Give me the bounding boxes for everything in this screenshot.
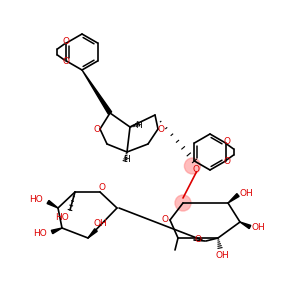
Text: OH: OH (251, 224, 265, 232)
Text: O: O (194, 236, 202, 244)
Text: O: O (223, 137, 230, 146)
Text: H: H (123, 155, 129, 164)
Circle shape (175, 195, 191, 211)
Polygon shape (47, 200, 58, 208)
Text: HO: HO (55, 214, 69, 223)
Text: OH: OH (215, 251, 229, 260)
Text: O: O (62, 58, 69, 67)
Text: O: O (98, 184, 106, 193)
Text: HO: HO (29, 196, 43, 205)
Text: O: O (161, 215, 169, 224)
Text: HO: HO (33, 230, 47, 238)
Polygon shape (51, 228, 62, 234)
Text: O: O (62, 38, 69, 46)
Polygon shape (228, 194, 239, 203)
Polygon shape (240, 222, 251, 229)
Text: O: O (193, 164, 200, 173)
Polygon shape (82, 70, 112, 114)
Circle shape (184, 158, 200, 174)
Text: O: O (158, 124, 164, 134)
Text: OH: OH (239, 188, 253, 197)
Text: OH: OH (93, 220, 107, 229)
Polygon shape (88, 229, 97, 238)
Text: O: O (94, 124, 100, 134)
Text: H: H (135, 121, 141, 130)
Text: O: O (223, 158, 230, 166)
